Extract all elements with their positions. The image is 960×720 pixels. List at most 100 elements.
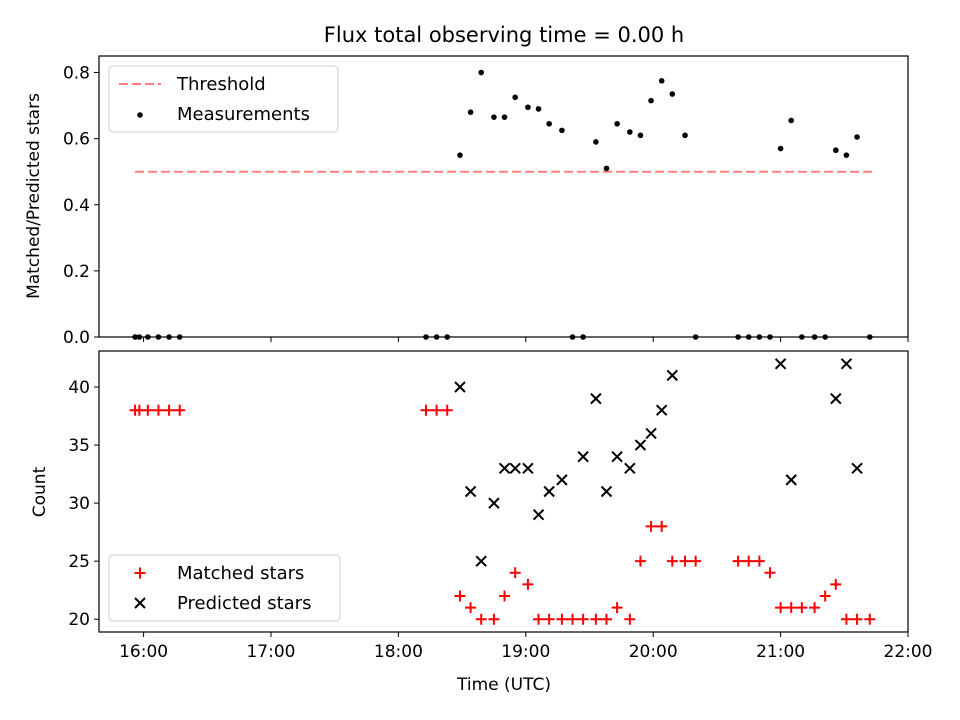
- y-tick-label: 25: [68, 552, 90, 572]
- data-point: [457, 152, 463, 158]
- legend-box: [108, 554, 341, 622]
- data-point: [611, 450, 623, 463]
- data-point: [475, 613, 487, 625]
- data-point: [465, 602, 477, 614]
- x-tick-label: 21:00: [756, 642, 805, 662]
- data-point: [819, 590, 831, 602]
- data-point: [512, 94, 518, 101]
- x-tick-label: 19:00: [501, 642, 550, 662]
- data-point: [603, 165, 610, 172]
- data-point: [645, 520, 657, 532]
- data-point: [543, 485, 555, 498]
- data-point: [840, 358, 853, 370]
- data-point: [658, 77, 665, 84]
- data-point: [525, 104, 531, 111]
- data-point: [774, 358, 787, 370]
- x-tick-label: 20:00: [629, 642, 678, 662]
- y-tick-label: 0.2: [63, 262, 90, 282]
- legend-threshold-label: Threshold: [176, 74, 266, 95]
- data-point: [152, 404, 164, 416]
- x-tick-label: 22:00: [884, 642, 933, 662]
- data-point: [501, 114, 508, 120]
- data-point: [864, 613, 876, 625]
- data-point: [590, 613, 602, 625]
- legend-measurements-swatch: [137, 112, 143, 118]
- data-point: [593, 139, 599, 145]
- data-point: [478, 69, 485, 76]
- data-point: [532, 509, 545, 521]
- data-point: [556, 613, 568, 625]
- data-point: [488, 497, 500, 509]
- data-point: [163, 404, 175, 416]
- data-point: [690, 555, 702, 567]
- data-point: [420, 404, 432, 416]
- data-point: [522, 462, 534, 474]
- data-point: [535, 106, 542, 112]
- data-point: [467, 109, 474, 115]
- data-point: [830, 392, 842, 405]
- y-tick-label: 30: [68, 494, 90, 514]
- data-point: [656, 520, 668, 532]
- data-point: [611, 602, 623, 614]
- bottom-panel: 16:00 17:00 18:00 19:00 20:00 21:00 22:00 20 25 3…: [68, 350, 933, 662]
- legend-box: [108, 65, 339, 133]
- legend: Threshold Measurements: [108, 65, 339, 133]
- data-point: [431, 404, 443, 416]
- legend-measurements-label: Measurements: [177, 104, 310, 125]
- y-tick-label: 0.0: [63, 328, 90, 348]
- x-tick-label: 17:00: [246, 642, 295, 662]
- legend-matched-label: Matched stars: [177, 563, 304, 584]
- data-point: [567, 613, 579, 625]
- data-point: [491, 114, 497, 120]
- y-tick-label: 40: [68, 378, 90, 398]
- data-point: [743, 555, 755, 567]
- bottom-y-axis-label: Count: [30, 466, 50, 517]
- data-point: [830, 578, 842, 590]
- data-point: [854, 134, 860, 140]
- data-point: [851, 462, 863, 474]
- data-point: [785, 474, 797, 486]
- data-point: [142, 404, 154, 416]
- data-point: [614, 120, 620, 127]
- data-point: [809, 602, 821, 614]
- data-point: [669, 91, 676, 97]
- data-point: [509, 567, 521, 579]
- data-point: [732, 555, 744, 567]
- data-point: [785, 602, 797, 614]
- data-point: [679, 555, 691, 567]
- data-point: [833, 147, 839, 154]
- data-point: [764, 567, 776, 579]
- data-point: [682, 132, 688, 139]
- axes-frame: [98, 55, 909, 338]
- data-point: [464, 485, 477, 498]
- data-point: [546, 120, 552, 127]
- y-tick-label: 20: [68, 610, 90, 630]
- data-point: [648, 97, 654, 104]
- data-point: [775, 602, 787, 614]
- top-y-axis-label: Matched/Predicted stars: [24, 93, 44, 299]
- data-point: [777, 145, 784, 152]
- y-tick-label: 0.4: [63, 196, 90, 216]
- data-point: [788, 117, 795, 124]
- y-tick-label: 0.8: [63, 64, 90, 84]
- data-point: [655, 404, 668, 416]
- y-tick-label: 35: [68, 436, 90, 456]
- legend-predicted-swatch: [134, 597, 146, 609]
- data-point: [840, 613, 852, 625]
- data-point: [454, 590, 466, 602]
- x-tick-label: 18:00: [374, 642, 423, 662]
- x-tick-label: 16:00: [119, 642, 168, 662]
- data-point: [522, 578, 534, 590]
- data-point: [559, 127, 565, 134]
- data-point: [624, 613, 636, 625]
- data-point: [577, 613, 589, 625]
- data-point: [627, 129, 633, 135]
- legend-matched-swatch: [134, 567, 146, 579]
- legend: Matched stars Predicted stars: [108, 554, 341, 622]
- data-point: [543, 613, 555, 625]
- data-point: [556, 474, 568, 486]
- top-panel: 0.0 0.2 0.4 0.6 0.8 Threshold Measurements: [63, 55, 909, 348]
- data-point: [441, 404, 453, 416]
- data-point: [488, 613, 500, 625]
